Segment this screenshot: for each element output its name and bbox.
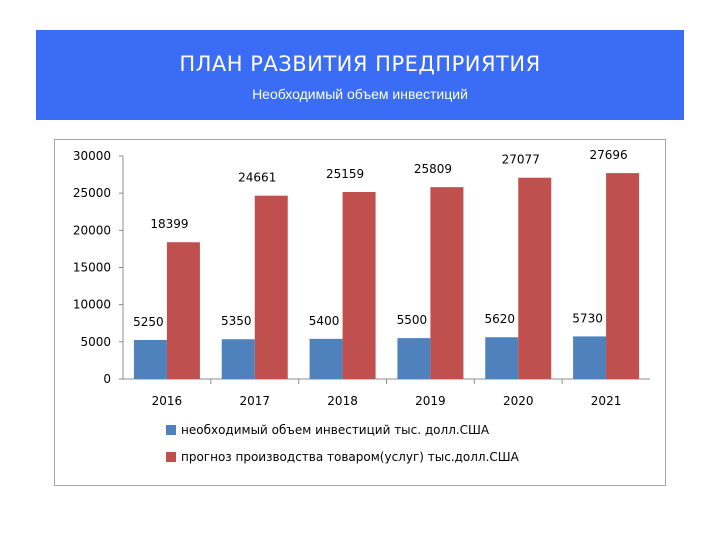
x-tick-label: 2016: [152, 394, 183, 408]
bar-investment: [221, 339, 255, 379]
legend-label: необходимый объем инвестиций тыс. долл.С…: [181, 423, 490, 437]
bar-investment: [397, 338, 431, 379]
bar-investment: [309, 338, 343, 379]
y-tick-label: 0: [103, 372, 111, 386]
bar-forecast: [430, 187, 464, 379]
y-tick-label: 25000: [73, 186, 111, 200]
y-tick-label: 30000: [73, 149, 111, 163]
data-label-forecast: 18399: [150, 217, 188, 231]
data-label-investment: 5350: [221, 314, 252, 328]
data-label-investment: 5500: [397, 313, 428, 327]
data-label-forecast: 24661: [238, 171, 276, 185]
x-tick-label: 2020: [503, 394, 534, 408]
legend-label: прогноз производства товаром(услуг) тыс.…: [181, 450, 520, 464]
bar-investment: [573, 336, 607, 379]
page-title: ПЛАН РАЗВИТИЯ ПРЕДПРИЯТИЯ: [179, 52, 541, 76]
data-label-forecast: 25809: [414, 162, 452, 176]
x-tick-label: 2018: [327, 394, 358, 408]
bar-forecast: [254, 195, 288, 379]
legend-swatch: [166, 452, 176, 462]
bar-investment: [485, 337, 519, 379]
bar-forecast: [606, 173, 640, 379]
x-tick-label: 2019: [415, 394, 446, 408]
data-label-investment: 5250: [133, 315, 164, 329]
bar-forecast: [518, 177, 552, 379]
bar-investment: [133, 339, 167, 379]
data-label-forecast: 25159: [326, 167, 364, 181]
title-banner: ПЛАН РАЗВИТИЯ ПРЕДПРИЯТИЯ Необходимый об…: [36, 30, 684, 120]
data-label-forecast: 27696: [589, 148, 627, 162]
data-label-investment: 5730: [572, 311, 603, 325]
data-label-investment: 5400: [309, 314, 340, 328]
x-tick-label: 2017: [239, 394, 270, 408]
bar-forecast: [342, 191, 376, 379]
data-label-forecast: 27077: [502, 153, 540, 167]
legend-swatch: [166, 425, 176, 435]
y-tick-label: 20000: [73, 223, 111, 237]
x-tick-label: 2021: [591, 394, 622, 408]
bar-forecast: [166, 242, 200, 379]
y-tick-label: 15000: [73, 261, 111, 275]
y-tick-label: 5000: [80, 335, 111, 349]
y-tick-label: 10000: [73, 298, 111, 312]
page-subtitle: Необходимый объем инвестиций: [252, 86, 468, 102]
data-label-investment: 5620: [484, 312, 515, 326]
